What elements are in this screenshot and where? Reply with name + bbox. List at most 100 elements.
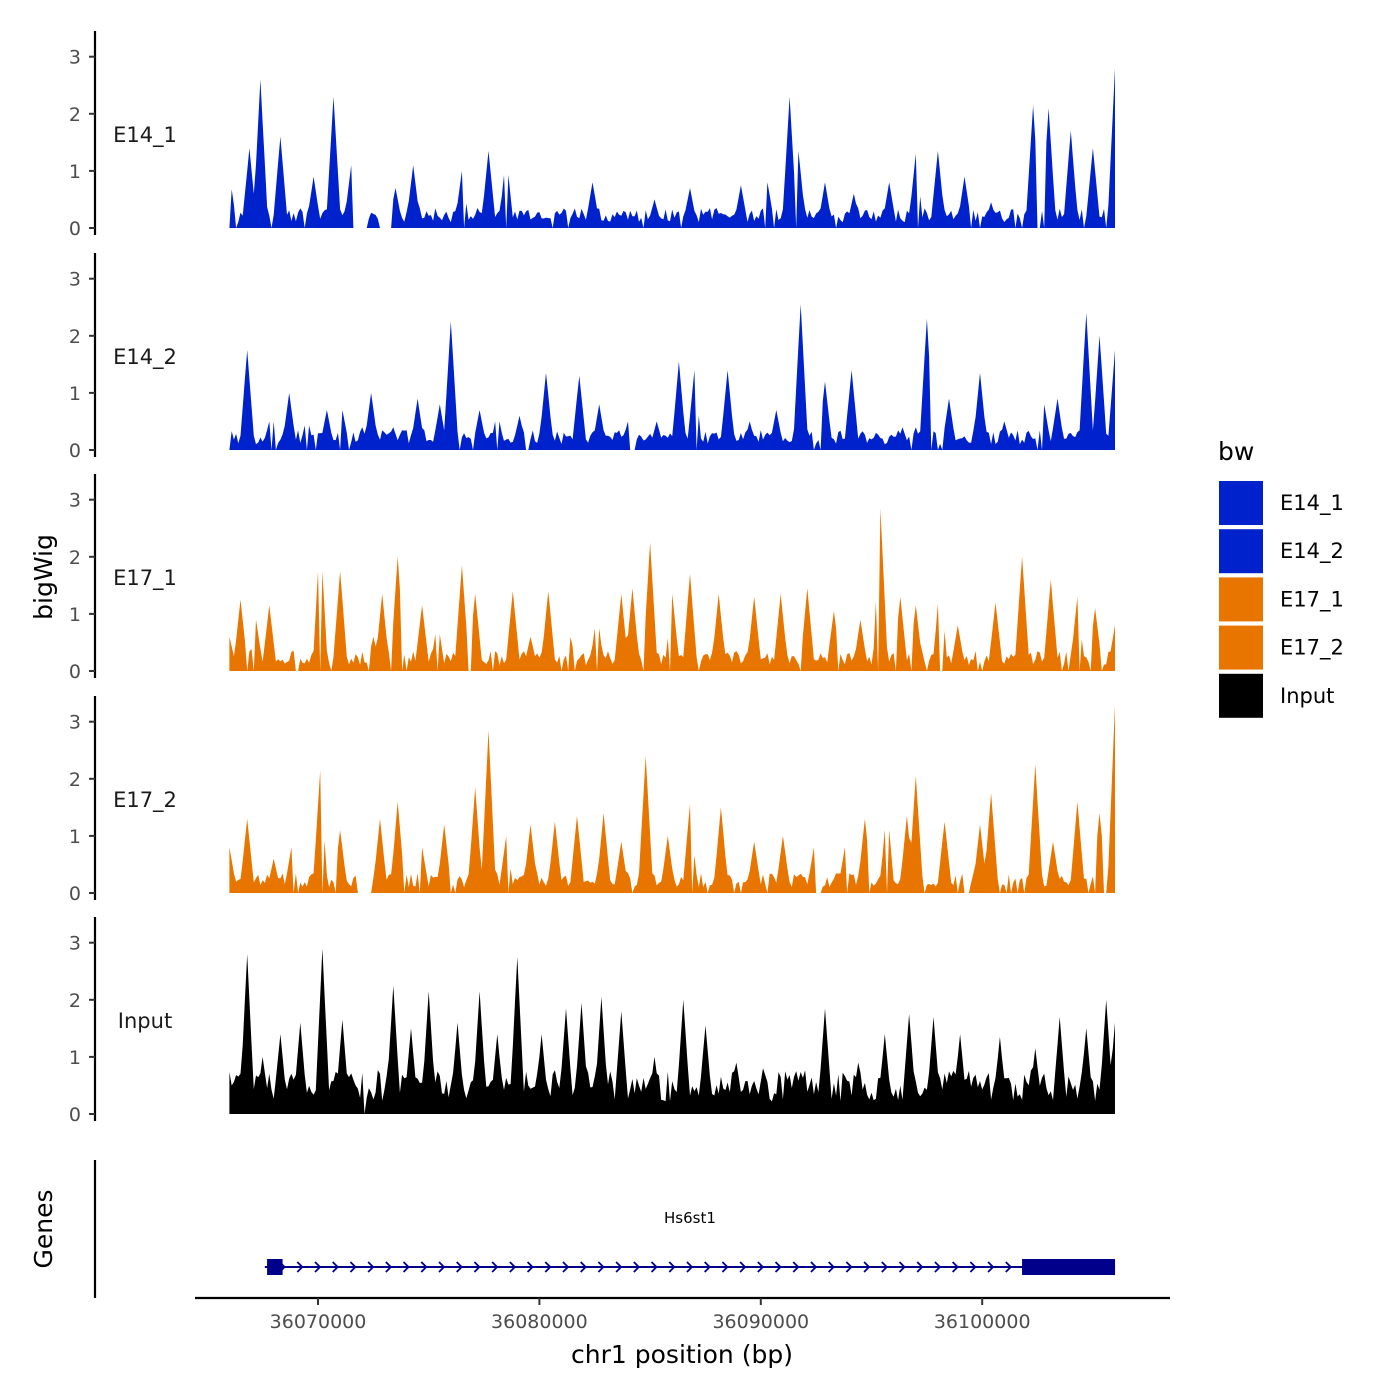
bigwig-tracks: 0 1 2 3 E14_1 0 1 2 3 E14_2 0 1 2 3 E17_1 0 1 2 3 E17_2 0 1 2 3… <box>69 31 1115 1126</box>
track-Input: 0 1 2 3 Input <box>69 917 1115 1126</box>
strand-arrow <box>721 1261 729 1273</box>
legend-label-E17_2: E17_2 <box>1280 636 1344 661</box>
legend-label-Input: Input <box>1280 684 1334 708</box>
strand-arrow <box>402 1261 410 1273</box>
strand-arrow <box>774 1261 782 1273</box>
track-label-E14_2: E14_2 <box>113 345 177 370</box>
legend-swatch-E14_1 <box>1219 481 1263 525</box>
y-tick-label-Input-2: 2 <box>69 990 81 1012</box>
legend-label-E14_1: E14_1 <box>1280 491 1344 516</box>
signal-area-E14_2 <box>229 304 1115 450</box>
y-tick-label-Input-1: 1 <box>69 1047 81 1069</box>
strand-arrow <box>332 1261 339 1273</box>
legend-label-E17_1: E17_1 <box>1280 587 1344 612</box>
legend-swatch-E17_1 <box>1219 577 1263 622</box>
x-tick-label-36090000: 36090000 <box>712 1311 809 1333</box>
x-axis: 36070000 36080000 36090000 36100000 <box>195 1296 1170 1333</box>
y-tick-label-E17_1-0: 0 <box>69 661 81 683</box>
strand-arrow <box>526 1261 534 1273</box>
strand-arrow <box>438 1261 446 1273</box>
y-tick-label-E14_1-3: 3 <box>69 47 81 69</box>
strand-arrow <box>739 1261 747 1273</box>
strand-arrow <box>686 1261 694 1273</box>
gene-Hs6st1: Hs6st1 <box>264 1209 1116 1275</box>
strand-arrow <box>828 1261 835 1273</box>
y-tick-label-E14_1-2: 2 <box>69 104 81 126</box>
strand-arrow <box>881 1261 889 1273</box>
y-tick-label-E17_2-2: 2 <box>69 769 81 791</box>
track-label-Input: Input <box>118 1009 172 1033</box>
strand-arrow <box>580 1261 587 1273</box>
strand-arrow <box>757 1261 765 1273</box>
signal-area-Input <box>229 948 1115 1114</box>
strand-arrow <box>367 1261 375 1273</box>
strand-arrow <box>898 1261 906 1273</box>
strand-arrow <box>668 1261 676 1273</box>
legend-title: bw <box>1218 437 1254 466</box>
gene-track: Hs6st1 <box>93 1160 1116 1298</box>
strand-arrow <box>473 1261 481 1273</box>
strand-arrow <box>562 1261 570 1273</box>
y-tick-label-E14_2-0: 0 <box>69 440 81 462</box>
strand-arrow <box>349 1261 357 1273</box>
strand-arrow <box>934 1261 942 1273</box>
track-E17_1: 0 1 2 3 E17_1 <box>69 474 1115 683</box>
x-tick-label-36070000: 36070000 <box>270 1311 367 1333</box>
strand-arrow <box>916 1261 924 1273</box>
strand-arrow <box>456 1261 463 1273</box>
strand-arrow <box>385 1261 393 1273</box>
y-axis-title: bigWig <box>29 534 58 620</box>
track-E17_2: 0 1 2 3 E17_2 <box>69 696 1115 905</box>
strand-arrow <box>810 1261 818 1273</box>
y-tick-label-E14_1-1: 1 <box>69 161 81 183</box>
strand-arrow <box>845 1261 853 1273</box>
strand-arrow <box>509 1261 517 1273</box>
strand-arrow <box>597 1261 605 1273</box>
gene-exon-2 <box>1022 1259 1116 1275</box>
track-E14_2: 0 1 2 3 E14_2 <box>69 253 1115 462</box>
signal-area-E17_2 <box>229 704 1115 893</box>
signal-area-E17_1 <box>229 508 1115 671</box>
y-tick-label-E14_1-0: 0 <box>69 218 81 240</box>
strand-arrow <box>969 1261 977 1273</box>
y-tick-label-Input-0: 0 <box>69 1104 81 1126</box>
track-E14_1: 0 1 2 3 E14_1 <box>69 31 1115 240</box>
legend: bw E14_1 E14_2 E17_1 E17_2 Input <box>1218 437 1344 718</box>
y-tick-label-E14_2-1: 1 <box>69 383 81 405</box>
y-tick-label-E14_2-2: 2 <box>69 326 81 348</box>
strand-arrow <box>615 1261 623 1273</box>
strand-arrow <box>296 1261 304 1273</box>
x-axis-title: chr1 position (bp) <box>571 1340 793 1369</box>
strand-arrow <box>704 1261 711 1273</box>
signal-area-E14_1 <box>229 68 1115 228</box>
gene-label-Hs6st1: Hs6st1 <box>664 1209 716 1227</box>
y-tick-label-E17_1-1: 1 <box>69 604 81 626</box>
legend-swatch-E14_2 <box>1219 529 1263 574</box>
x-tick-label-36100000: 36100000 <box>934 1311 1031 1333</box>
y-tick-label-E14_2-3: 3 <box>69 269 81 291</box>
track-label-E17_2: E17_2 <box>113 788 177 813</box>
strand-arrow <box>491 1261 499 1273</box>
x-tick-label-36080000: 36080000 <box>491 1311 588 1333</box>
strand-arrow <box>987 1261 995 1273</box>
y-tick-label-E17_1-3: 3 <box>69 490 81 512</box>
track-label-E17_1: E17_1 <box>113 566 177 591</box>
genes-track-title: Genes <box>29 1189 58 1268</box>
strand-arrow <box>544 1261 552 1273</box>
strand-arrow <box>633 1261 641 1273</box>
legend-swatch-Input <box>1219 673 1263 718</box>
legend-items: E14_1 E14_2 E17_1 E17_2 Input <box>1219 481 1344 718</box>
y-tick-label-E17_2-1: 1 <box>69 826 81 848</box>
strand-arrow <box>863 1261 871 1273</box>
y-tick-label-E17_1-2: 2 <box>69 547 81 569</box>
strand-arrow <box>420 1261 428 1273</box>
legend-swatch-E17_2 <box>1219 625 1263 670</box>
gene-exon-1 <box>267 1259 283 1275</box>
strand-arrow <box>314 1261 322 1273</box>
strand-arrow <box>650 1261 658 1273</box>
strand-arrow <box>792 1261 800 1273</box>
y-tick-label-E17_2-3: 3 <box>69 712 81 734</box>
strand-arrow <box>1005 1261 1013 1273</box>
legend-label-E14_2: E14_2 <box>1280 539 1344 564</box>
